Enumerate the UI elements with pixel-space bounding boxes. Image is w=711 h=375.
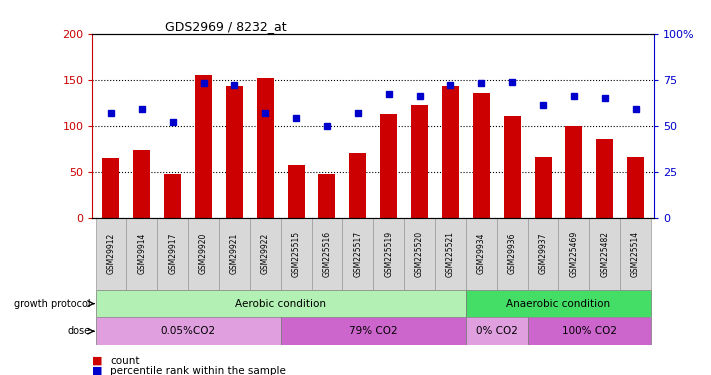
Text: GSM29914: GSM29914 [137,233,146,274]
FancyBboxPatch shape [219,217,250,290]
Text: GDS2969 / 8232_at: GDS2969 / 8232_at [166,20,287,33]
Text: GSM29921: GSM29921 [230,233,239,274]
Bar [349,153,366,218]
Text: ■: ■ [92,366,103,375]
Bar [257,78,274,218]
Bar [565,126,582,218]
Text: 79% CO2: 79% CO2 [349,326,397,336]
Text: GSM225482: GSM225482 [600,231,609,277]
FancyBboxPatch shape [589,217,620,290]
Text: 100% CO2: 100% CO2 [562,326,617,336]
FancyBboxPatch shape [281,317,466,345]
FancyBboxPatch shape [95,217,127,290]
FancyBboxPatch shape [95,290,466,317]
Bar [597,138,613,218]
Text: GSM225519: GSM225519 [384,231,393,277]
FancyBboxPatch shape [466,290,651,317]
Bar [164,174,181,217]
Text: GSM225516: GSM225516 [323,231,331,277]
Text: ■: ■ [92,356,103,366]
Bar [134,150,150,217]
Text: Aerobic condition: Aerobic condition [235,298,326,309]
FancyBboxPatch shape [95,317,281,345]
FancyBboxPatch shape [281,217,311,290]
Text: GSM225469: GSM225469 [570,231,578,277]
Text: percentile rank within the sample: percentile rank within the sample [110,366,286,375]
FancyBboxPatch shape [528,217,558,290]
Text: GSM29937: GSM29937 [538,233,547,274]
Bar [442,86,459,218]
Text: GSM225521: GSM225521 [446,231,455,277]
FancyBboxPatch shape [343,217,373,290]
Bar [473,93,490,218]
Bar [288,165,304,218]
Bar [102,158,119,218]
Bar [226,86,243,218]
FancyBboxPatch shape [311,217,343,290]
Text: GSM225517: GSM225517 [353,231,363,277]
Text: growth protocol: growth protocol [14,298,91,309]
Text: count: count [110,356,139,366]
FancyBboxPatch shape [558,217,589,290]
FancyBboxPatch shape [528,317,651,345]
Text: dose: dose [68,326,91,336]
FancyBboxPatch shape [466,217,497,290]
FancyBboxPatch shape [188,217,219,290]
Bar [195,75,212,217]
Bar [535,157,552,218]
Text: GSM29912: GSM29912 [107,233,115,274]
FancyBboxPatch shape [404,217,435,290]
Bar [380,114,397,218]
FancyBboxPatch shape [497,217,528,290]
Bar [627,157,644,218]
FancyBboxPatch shape [435,217,466,290]
FancyBboxPatch shape [250,217,281,290]
Text: GSM29920: GSM29920 [199,233,208,274]
Bar [319,174,336,217]
Text: GSM29936: GSM29936 [508,233,517,274]
FancyBboxPatch shape [157,217,188,290]
Text: GSM29917: GSM29917 [169,233,177,274]
Text: 0% CO2: 0% CO2 [476,326,518,336]
Text: 0.05%CO2: 0.05%CO2 [161,326,215,336]
FancyBboxPatch shape [373,217,404,290]
Bar [503,117,520,218]
Text: GSM225520: GSM225520 [415,231,424,277]
Text: GSM225514: GSM225514 [631,231,640,277]
Bar [411,105,428,218]
Text: GSM29934: GSM29934 [477,233,486,274]
FancyBboxPatch shape [620,217,651,290]
FancyBboxPatch shape [466,317,528,345]
Text: GSM29922: GSM29922 [261,233,269,274]
Text: GSM225515: GSM225515 [292,231,301,277]
Text: Anaerobic condition: Anaerobic condition [506,298,611,309]
FancyBboxPatch shape [127,217,157,290]
